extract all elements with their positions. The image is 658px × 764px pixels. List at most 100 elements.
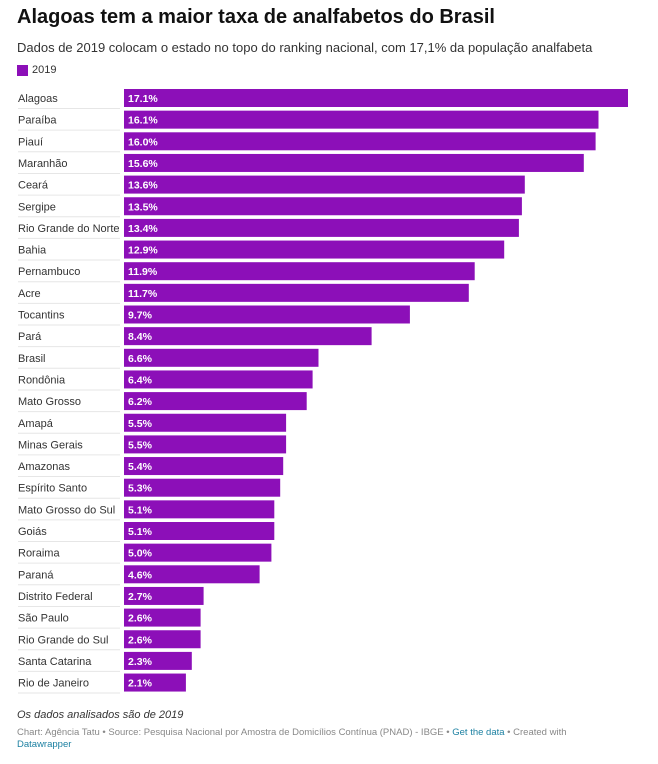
get-the-data-link[interactable]: Get the data [452,727,505,738]
bar [124,197,522,216]
category-label: Alagoas [18,93,58,105]
value-label: 11.7% [128,288,158,300]
bar-chart: Alagoas 17.1% Paraíba 16.1% Piauí 16.0% Maranh… [18,89,628,694]
category-label: Espírito Santo [18,483,87,495]
category-label: Roraima [18,548,60,560]
category-label: Rio Grande do Sul [18,634,109,646]
bar [124,153,584,172]
bar [124,262,475,281]
bar [124,413,287,432]
value-label: 6.4% [128,374,153,386]
chart-footer: Chart: Agência Tatu • Source: Pesquisa N… [17,727,607,751]
source-text: Source: Pesquisa Nacional por Amostra de… [108,727,444,738]
bar [124,283,469,302]
bar [124,218,519,237]
category-label: Maranhão [18,158,68,170]
category-label: Goiás [18,526,47,538]
value-label: 13.5% [128,201,158,213]
footer-separator: • [504,727,514,738]
bar [124,500,275,519]
bar [124,132,596,151]
value-label: 2.7% [128,591,153,603]
category-label: Sergipe [18,201,56,213]
value-label: 2.6% [128,634,153,646]
value-label: 8.4% [128,331,153,343]
bar [124,478,281,497]
category-label: Minas Gerais [18,439,83,451]
category-label: Paraíba [18,115,57,127]
bar [124,565,260,584]
legend-swatch [17,64,28,76]
value-label: 2.3% [128,656,153,668]
legend-label: 2019 [32,64,57,76]
category-label: Amazonas [18,461,70,473]
bar [124,175,525,194]
bar [124,370,313,389]
value-label: 4.6% [128,569,153,581]
value-label: 12.9% [128,245,158,257]
category-label: Santa Catarina [18,656,92,668]
category-label: Amapá [18,418,54,430]
value-label: 5.4% [128,461,153,473]
chart-notes: Os dados analisados são de 2019 [17,709,184,721]
value-label: 2.1% [128,678,153,690]
bar [124,305,410,324]
category-label: Rondônia [18,374,66,386]
bar [124,327,372,346]
category-label: Pernambuco [18,266,80,278]
bar [124,110,599,129]
category-label: Rio Grande do Norte [18,223,120,235]
value-label: 17.1% [128,93,158,105]
bar [124,543,272,562]
bar [124,522,275,540]
category-label: Acre [18,288,41,300]
bar [124,673,186,692]
value-label: 5.0% [128,548,153,560]
chart-credit: Chart: Agência Tatu [17,727,100,738]
legend: 2019 [17,64,56,76]
value-label: 13.4% [128,223,158,235]
value-label: 15.6% [128,158,158,170]
category-label: São Paulo [18,613,69,625]
chart-title: Alagoas tem a maior taxa de analfabetos … [17,6,495,28]
category-label: Paraná [18,569,54,581]
category-label: Mato Grosso [18,396,81,408]
value-label: 16.0% [128,136,158,148]
value-label: 6.2% [128,396,153,408]
value-label: 5.1% [128,526,153,538]
category-label: Bahia [18,245,47,257]
category-label: Mato Grosso do Sul [18,504,115,516]
category-label: Rio de Janeiro [18,678,89,690]
category-label: Pará [18,331,42,343]
bar [124,240,505,259]
bar [124,457,284,476]
value-label: 13.6% [128,180,158,192]
value-label: 5.3% [128,483,153,495]
category-label: Brasil [18,353,46,365]
value-label: 5.1% [128,504,153,516]
chart-subtitle: Dados de 2019 colocam o estado no topo d… [17,40,593,55]
bar [124,651,192,670]
bar [124,608,201,627]
category-label: Ceará [18,180,49,192]
category-label: Piauí [18,136,43,148]
created-with-text: Created with [513,727,567,738]
value-label: 16.1% [128,115,158,127]
bar [124,392,307,411]
value-label: 5.5% [128,439,153,451]
bar [124,348,319,367]
value-label: 11.9% [128,266,158,278]
footer-separator: • [443,727,453,738]
category-label: Distrito Federal [18,591,93,603]
value-label: 6.6% [128,353,153,365]
bar [124,89,628,107]
category-label: Tocantins [18,310,65,322]
bar [124,586,204,605]
value-label: 5.5% [128,418,153,430]
bar [124,435,287,454]
bar [124,630,201,649]
datawrapper-link[interactable]: Datawrapper [17,739,72,750]
value-label: 2.6% [128,613,153,625]
value-label: 9.7% [128,310,153,322]
footer-separator: • [99,727,109,738]
